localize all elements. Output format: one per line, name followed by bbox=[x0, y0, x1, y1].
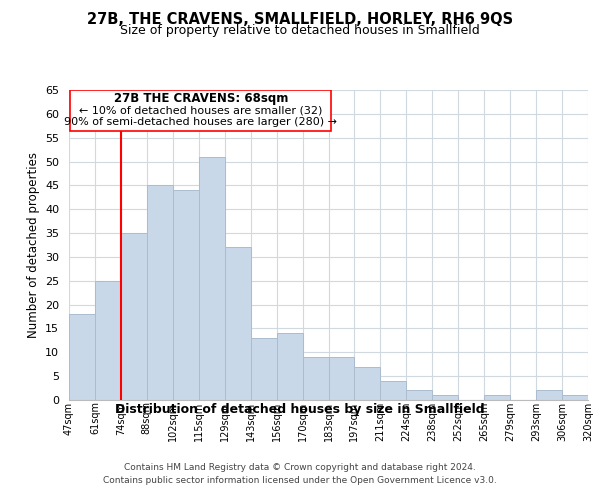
Bar bbox=[225, 248, 251, 400]
Text: Contains public sector information licensed under the Open Government Licence v3: Contains public sector information licen… bbox=[103, 476, 497, 485]
Text: Distribution of detached houses by size in Smallfield: Distribution of detached houses by size … bbox=[115, 402, 485, 415]
Bar bbox=[173, 190, 199, 400]
Y-axis label: Number of detached properties: Number of detached properties bbox=[26, 152, 40, 338]
Bar bbox=[69, 314, 95, 400]
Bar bbox=[121, 233, 147, 400]
FancyBboxPatch shape bbox=[70, 90, 331, 130]
Bar bbox=[199, 157, 224, 400]
Bar bbox=[302, 357, 329, 400]
Bar bbox=[380, 381, 406, 400]
Bar bbox=[406, 390, 432, 400]
Text: 27B, THE CRAVENS, SMALLFIELD, HORLEY, RH6 9QS: 27B, THE CRAVENS, SMALLFIELD, HORLEY, RH… bbox=[87, 12, 513, 28]
Text: 27B THE CRAVENS: 68sqm: 27B THE CRAVENS: 68sqm bbox=[113, 92, 288, 106]
Bar bbox=[562, 395, 588, 400]
Bar bbox=[147, 186, 173, 400]
Bar bbox=[433, 395, 458, 400]
Text: Size of property relative to detached houses in Smallfield: Size of property relative to detached ho… bbox=[120, 24, 480, 37]
Bar bbox=[355, 366, 380, 400]
Bar bbox=[329, 357, 355, 400]
Text: 90% of semi-detached houses are larger (280) →: 90% of semi-detached houses are larger (… bbox=[64, 116, 337, 126]
Bar bbox=[251, 338, 277, 400]
Text: Contains HM Land Registry data © Crown copyright and database right 2024.: Contains HM Land Registry data © Crown c… bbox=[124, 462, 476, 471]
Text: ← 10% of detached houses are smaller (32): ← 10% of detached houses are smaller (32… bbox=[79, 106, 322, 116]
Bar bbox=[536, 390, 562, 400]
Bar bbox=[484, 395, 510, 400]
Bar bbox=[277, 333, 302, 400]
Bar bbox=[95, 281, 121, 400]
